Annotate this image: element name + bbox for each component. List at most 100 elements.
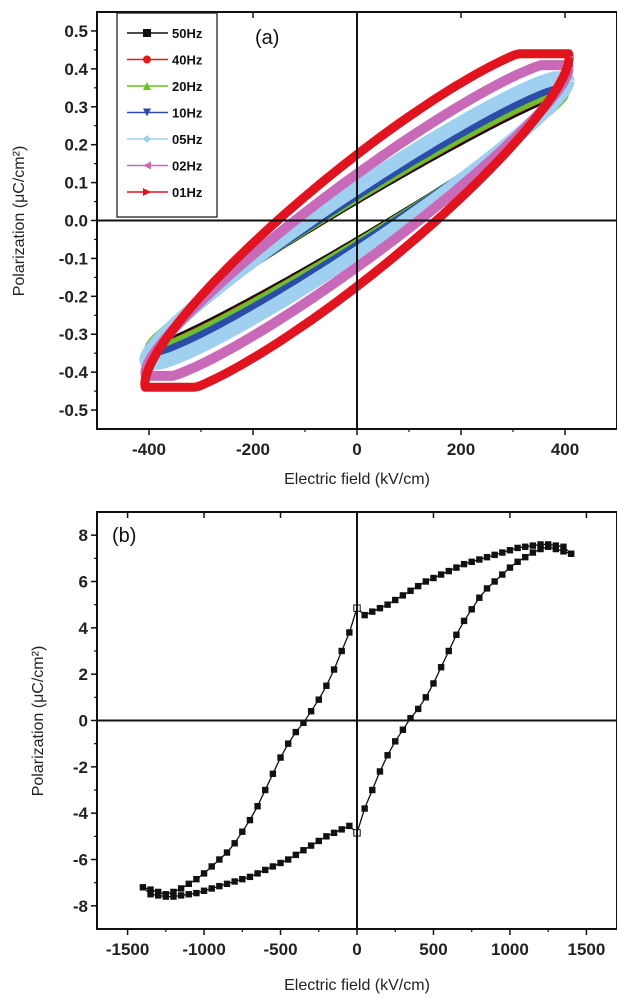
a-series-01Hz-loop — [140, 49, 574, 392]
b-y-tick-label: 2 — [79, 665, 88, 684]
b-y-tick-label: -2 — [73, 758, 88, 777]
a-x-tick-label: 200 — [447, 440, 475, 459]
b-data-point — [491, 551, 498, 559]
a-y-tick-label: 0.5 — [64, 22, 88, 41]
b-data-point — [338, 647, 345, 655]
b-data-point — [453, 631, 460, 638]
b-data-point — [154, 888, 162, 896]
b-data-point — [407, 587, 414, 594]
a-legend: 50Hz 40Hz 20Hz 10Hz 05Hz 02Hz 01Hz — [116, 12, 218, 218]
b-data-point — [437, 664, 445, 671]
b-data-point — [414, 582, 422, 590]
b-y-tick-label: -6 — [73, 851, 88, 870]
b-data-point — [453, 564, 460, 571]
b-data-point — [445, 647, 452, 655]
b-data-point — [522, 543, 529, 550]
b-data-point — [223, 880, 231, 888]
panel-b: -1500 -1000 -500 0 500 1000 1500-8-6-4-202468 … — [30, 511, 617, 994]
b-data-point — [277, 859, 284, 867]
b-data-point — [392, 738, 399, 745]
b-y-tick-label: -8 — [73, 897, 88, 916]
a-legend-marker — [143, 29, 151, 37]
a-legend-label: 01Hz — [172, 185, 203, 200]
b-data-point — [430, 680, 437, 687]
b-data-point — [537, 541, 544, 548]
b-data-point — [552, 545, 560, 553]
b-data-point — [147, 891, 154, 898]
b-data-point — [552, 542, 560, 549]
a-ticks: -400 -200 0 200 400 -0.5 -0.4 -0.3 -0.2 -0.1 0.0 0.… — [59, 12, 617, 459]
b-data-point — [277, 754, 284, 761]
b-data-point — [200, 887, 208, 894]
a-y-tick-label: 0.2 — [64, 136, 88, 155]
a-legend-marker — [143, 55, 151, 64]
b-data-point — [529, 549, 537, 556]
b-panel-label: (b) — [112, 525, 136, 547]
b-data-point — [315, 837, 322, 845]
a-y-axis-title: Polarization (μC/cm²) — [11, 146, 28, 297]
b-data-point — [346, 822, 353, 830]
b-data-point — [330, 666, 338, 673]
b-data-point — [208, 885, 215, 892]
b-data-point — [170, 888, 177, 896]
b-ticks: -1500 -1000 -500 0 500 1000 1500 -8 -6 -4 -2 0 2 4 6 8 — [73, 512, 617, 959]
b-data-point — [177, 892, 185, 899]
b-data-point — [177, 885, 185, 892]
a-y-tick-label: -0.4 — [59, 363, 89, 382]
b-data-point — [560, 543, 567, 550]
b-data-point — [170, 893, 177, 900]
a-x-tick-label: 400 — [551, 440, 579, 459]
b-data-point — [346, 629, 353, 636]
b-data-point — [269, 770, 277, 777]
b-data-point — [399, 592, 407, 599]
b-data-point — [369, 786, 376, 794]
b-y-tick-label: 6 — [79, 573, 88, 592]
b-data-point — [185, 880, 192, 888]
b-data-point — [284, 856, 292, 863]
b-data-point — [307, 842, 315, 849]
b-data-point — [491, 578, 498, 585]
b-data-point — [315, 696, 322, 703]
b-y-tick-label: 8 — [79, 526, 88, 545]
b-data-point — [499, 571, 506, 578]
b-data-point — [246, 816, 254, 824]
b-data-point — [537, 545, 544, 553]
b-data-point — [338, 826, 345, 833]
a-legend-label: 05Hz — [172, 132, 203, 147]
b-data-point — [185, 891, 192, 898]
a-legend-label: 10Hz — [172, 106, 203, 121]
a-panel-label: (a) — [255, 27, 279, 49]
b-data-point — [323, 833, 330, 840]
b-data-point — [154, 892, 162, 899]
b-data-point — [269, 863, 277, 870]
b-data-point — [460, 560, 468, 568]
b-data-point — [208, 863, 215, 870]
panel-a: -400 -200 0 200 400 -0.5 -0.4 -0.3 -0.2 -0.1 0.0 0.… — [11, 11, 617, 488]
b-y-axis-title: Polarization (μC/cm²) — [30, 646, 47, 797]
b-data-point — [139, 884, 147, 891]
a-y-tick-label: 0.0 — [64, 212, 88, 231]
b-data-point — [483, 553, 491, 561]
b-data-point — [292, 728, 300, 736]
b-data-point — [399, 726, 407, 733]
b-data-point — [422, 578, 430, 585]
b-data-point — [262, 866, 269, 874]
b-data-point — [369, 608, 376, 615]
a-legend-marker — [143, 82, 151, 90]
a-legend-label: 20Hz — [172, 79, 203, 94]
b-data-point — [384, 601, 391, 608]
b-y-tick-label: 4 — [79, 619, 89, 638]
a-legend-marker — [143, 188, 151, 196]
b-data-point — [430, 574, 437, 582]
b-data-point — [460, 617, 468, 625]
b-data-point — [254, 803, 261, 810]
b-data-point — [193, 875, 200, 883]
b-x-tick-label: 0 — [352, 940, 361, 959]
b-x-tick-label: 1500 — [567, 940, 605, 959]
b-data-point — [292, 851, 300, 859]
b-data-point — [162, 893, 170, 900]
b-x-tick-label: -1500 — [106, 940, 149, 959]
b-data-point — [567, 550, 575, 557]
b-data-point — [307, 708, 315, 715]
a-y-tick-label: 0.1 — [64, 174, 88, 193]
